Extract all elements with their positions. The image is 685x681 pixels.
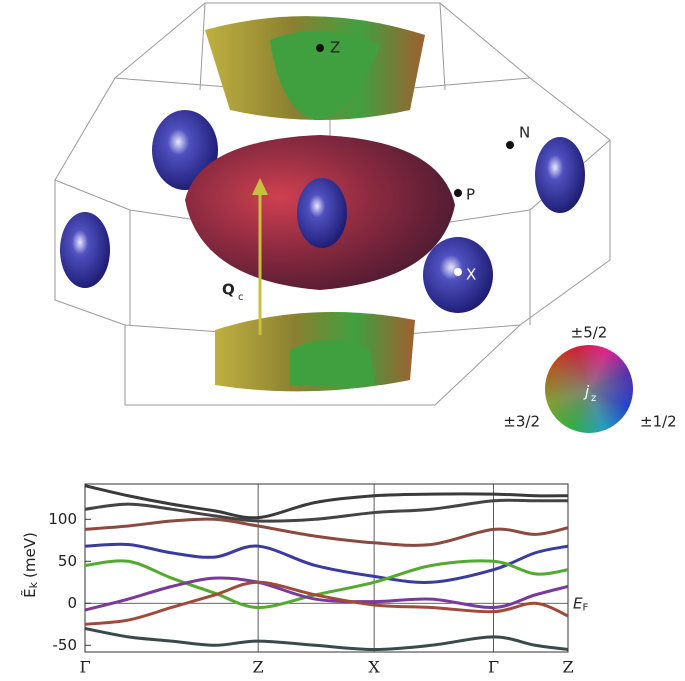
vector-sub: c (238, 292, 244, 303)
fermi-surface (60, 16, 585, 392)
point-label: X (466, 266, 476, 284)
band-line (85, 580, 568, 626)
y-tick-label: 0 (67, 594, 77, 612)
wheel-label: ±5/2 (571, 324, 608, 342)
y-tick-label: 100 (48, 510, 77, 528)
y-tick-label: -50 (53, 636, 78, 654)
wheel-label: ±3/2 (503, 413, 540, 431)
point-label: Z (330, 39, 340, 57)
band-line (85, 542, 568, 584)
band-line (85, 517, 568, 547)
fermi-label-sub: F (582, 602, 588, 613)
band-line (85, 576, 568, 612)
color-wheel (545, 345, 633, 433)
y-tick-label: 50 (58, 552, 77, 570)
band-line (85, 484, 568, 520)
x-tick-label: Γ (488, 658, 499, 677)
y-axis-label: Ẽk (meV) (20, 532, 41, 598)
vector-label: Q (222, 281, 235, 299)
band-chart: Ẽk (meV) -50 0 50 100 Γ Z X Γ Z EF (20, 483, 588, 677)
wheel-label: ±1/2 (640, 413, 677, 431)
fermi-label: EF (573, 594, 588, 614)
y-label-unit: (meV) (21, 532, 39, 578)
x-tick-label: Γ (79, 658, 90, 677)
x-tick-label: Z (253, 658, 264, 677)
y-label-main: Ẽ (20, 588, 39, 597)
band-line (85, 498, 568, 523)
x-tick-label: Z (562, 658, 573, 677)
point-label: N (519, 124, 530, 142)
point-label: P (466, 186, 475, 204)
band-line (85, 627, 568, 651)
y-label-sub: k (27, 581, 40, 588)
x-tick-label: X (368, 658, 380, 677)
fermi-label-main: E (573, 594, 583, 612)
